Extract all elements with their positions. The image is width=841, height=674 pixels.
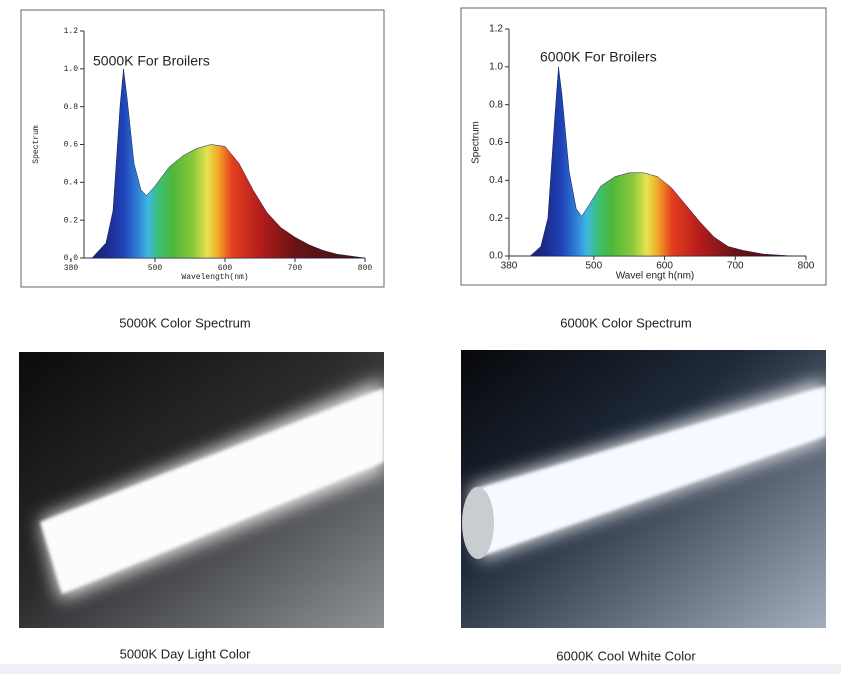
- chart-title: 6000K For Broilers: [540, 49, 657, 65]
- x-tick-label: 600: [218, 264, 233, 273]
- y-tick-label: 0.0: [489, 251, 503, 262]
- x-axis-label: Wavelength(nm): [181, 273, 248, 282]
- x-tick-label: 700: [727, 261, 744, 272]
- x-tick-label: 380: [64, 264, 79, 273]
- x-tick-label: 500: [586, 261, 603, 272]
- spectrum-area: [91, 68, 366, 259]
- y-tick-label: 1.2: [64, 27, 79, 36]
- x-tick-label: 380: [501, 261, 518, 272]
- footer-strip: [0, 664, 841, 674]
- x-tick-label: 600: [656, 261, 673, 272]
- x-tick-label: 800: [358, 264, 373, 273]
- photo: [461, 350, 826, 628]
- y-tick-label: 0.8: [64, 103, 79, 112]
- y-tick-label: 1.0: [64, 65, 79, 74]
- y-axis-label: Spectrum: [32, 125, 41, 164]
- y-tick-label: 0.2: [64, 216, 79, 225]
- caption: 6000K Cool White Color: [556, 648, 696, 663]
- caption: 5000K Day Light Color: [120, 646, 251, 661]
- photo: [19, 352, 384, 628]
- y-tick-label: 0.4: [64, 178, 79, 187]
- x-tick-label: 700: [288, 264, 303, 273]
- caption: 6000K Color Spectrum: [560, 315, 692, 330]
- y-tick-label: 1.0: [489, 61, 503, 72]
- spectrum-area: [529, 66, 792, 257]
- caption: 5000K Color Spectrum: [119, 315, 251, 330]
- x-tick-label: 800: [798, 261, 815, 272]
- y-tick-label: 0.6: [489, 137, 503, 148]
- x-tick-label: 500: [148, 264, 163, 273]
- y-tick-label: 0.6: [64, 141, 79, 150]
- x-axis-label: Wavel engt h(nm): [616, 271, 695, 282]
- y-tick-label: 0.8: [489, 99, 503, 110]
- y-tick-label: 1.2: [489, 24, 503, 35]
- y-tick-label: 0.4: [489, 175, 503, 186]
- y-tick-label: 0.2: [489, 213, 503, 224]
- y-axis-label: Spectrum: [471, 121, 482, 164]
- chart-title: 5000K For Broilers: [93, 53, 210, 69]
